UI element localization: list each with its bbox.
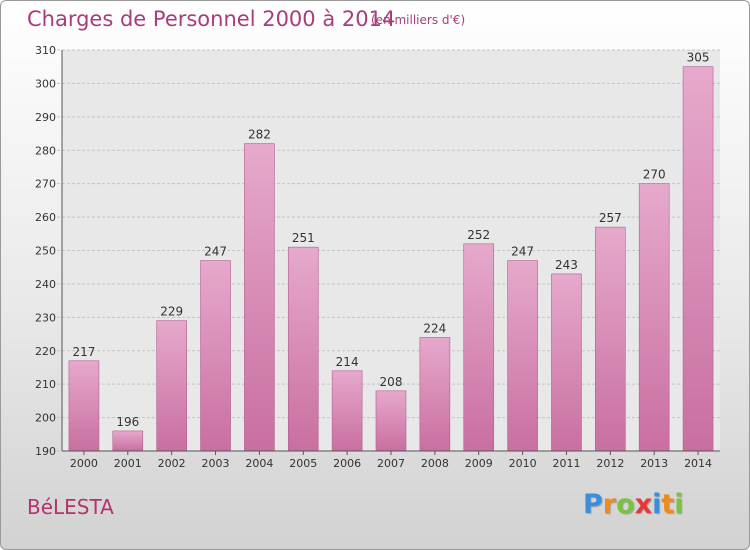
bar	[244, 143, 275, 452]
bar	[419, 337, 451, 452]
bar	[682, 66, 714, 452]
logo-letter: P	[583, 489, 603, 520]
y-tick-label: 280	[35, 144, 56, 157]
x-tick-label: 2007	[377, 457, 405, 470]
bar	[551, 273, 582, 452]
bar-value-label: 257	[599, 211, 622, 225]
logo-letter: t	[661, 489, 675, 520]
bar	[638, 183, 670, 452]
bar	[287, 246, 319, 452]
x-tick-label: 2004	[245, 457, 273, 470]
bar	[375, 390, 407, 452]
commune-name: BéLESTA	[27, 495, 114, 519]
logo-letter: r	[602, 489, 617, 520]
bar-value-label: 217	[72, 345, 95, 359]
y-tick-label: 250	[35, 245, 56, 258]
x-tick-label: 2011	[552, 457, 580, 470]
bar-value-label: 282	[248, 128, 271, 142]
logo-letter: i	[674, 489, 684, 520]
logo-letter: i	[652, 489, 662, 520]
chart-title: Charges de Personnel 2000 à 2014	[27, 7, 396, 31]
y-tick-label: 310	[35, 44, 56, 57]
axis-layer: 190 200 210 220 230 240 250 260 270 280 290 300 310 2…	[35, 44, 720, 470]
y-tick-label: 210	[35, 378, 56, 391]
x-tick-label: 2002	[158, 457, 186, 470]
bar	[112, 430, 144, 452]
bar	[595, 226, 626, 452]
x-tick-label: 2013	[640, 457, 668, 470]
x-tick-label: 2012	[596, 457, 624, 470]
bar-value-label: 252	[467, 228, 490, 242]
bar-value-label: 305	[687, 51, 710, 65]
x-tick-label: 2005	[289, 457, 317, 470]
x-tick-label: 2008	[421, 457, 449, 470]
bar-layer	[68, 66, 714, 452]
bar-value-label: 251	[292, 231, 315, 245]
bar-value-label: 208	[380, 375, 403, 389]
y-tick-label: 270	[35, 178, 56, 191]
y-tick-label: 290	[35, 111, 56, 124]
y-tick-label: 240	[35, 278, 56, 291]
bar-value-label: 243	[555, 258, 578, 272]
x-tick-label: 2003	[202, 457, 230, 470]
bar-value-label: 224	[423, 321, 446, 335]
y-tick-label: 300	[35, 77, 56, 90]
y-tick-label: 190	[35, 445, 56, 458]
x-tick-label: 2001	[114, 457, 142, 470]
bar	[200, 260, 231, 452]
x-tick-label: 2009	[465, 457, 493, 470]
x-tick-label: 2000	[70, 457, 98, 470]
x-tick-label: 2010	[509, 457, 537, 470]
bar	[331, 370, 363, 452]
chart-subtitle: (en milliers d'€)	[371, 13, 466, 27]
bar-value-label: 247	[204, 245, 227, 259]
bar	[68, 360, 100, 452]
bar-value-label: 270	[643, 168, 666, 182]
y-tick-label: 230	[35, 311, 56, 324]
logo-letter: o	[616, 489, 635, 520]
proxiti-logo: Proxiti	[583, 489, 684, 520]
y-tick-label: 200	[35, 412, 56, 425]
x-tick-label: 2014	[684, 457, 712, 470]
bar	[156, 320, 187, 452]
bar-value-label: 247	[511, 245, 534, 259]
bar-value-label: 196	[116, 415, 139, 429]
bar-value-label: 229	[160, 305, 183, 319]
bar-value-label: 214	[336, 355, 359, 369]
bar	[507, 260, 538, 452]
y-tick-label: 220	[35, 345, 56, 358]
logo-letter: x	[634, 489, 653, 520]
y-tick-label: 260	[35, 211, 56, 224]
x-tick-label: 2006	[333, 457, 361, 470]
bar	[463, 243, 495, 452]
